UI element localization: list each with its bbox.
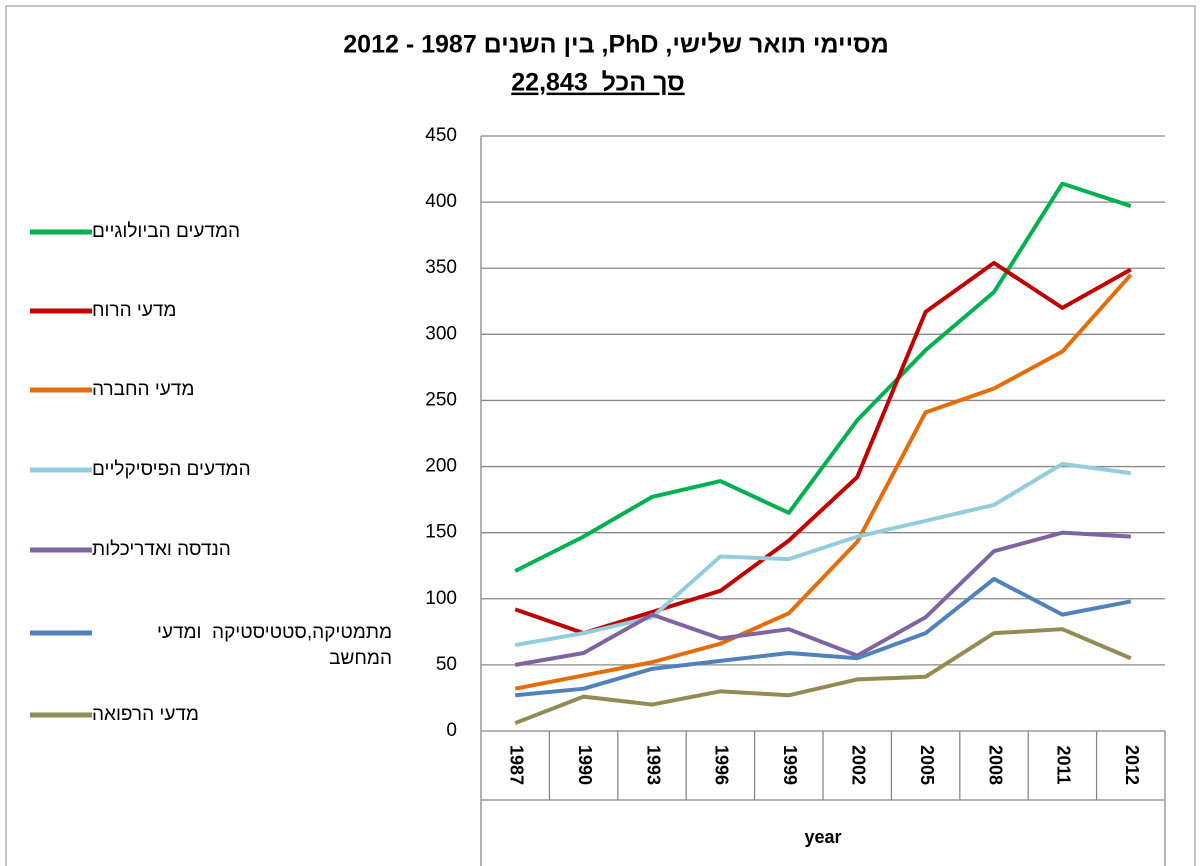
- x-tick-label: 1996: [712, 745, 732, 785]
- legend-label: הנדסה ואדריכלות: [92, 539, 231, 560]
- chart-border: [5, 5, 1196, 866]
- x-tick-label: 2011: [1054, 745, 1074, 784]
- y-tick-label: 450: [425, 125, 457, 146]
- y-tick-label: 300: [425, 323, 457, 344]
- chart-title: מסיימי תואר שלישי, PhD, בין השנים 1987 -…: [343, 31, 888, 59]
- legend-label: מדעי הרוח: [92, 300, 177, 321]
- legend-label: מתמטיקה,סטטיסטיקה ומדעי המחשב: [151, 622, 392, 669]
- x-axis-label: year: [804, 827, 841, 847]
- x-tick-label: 1993: [643, 745, 663, 785]
- legend-label: מדעי החברה: [92, 379, 195, 400]
- series-line: [514, 260, 1132, 636]
- x-tick-label: 1987: [506, 745, 526, 785]
- series-line: [514, 273, 1133, 691]
- x-tick-label: 2012: [1122, 745, 1142, 785]
- y-tick-label: 250: [425, 389, 457, 410]
- y-tick-label: 150: [425, 522, 457, 543]
- x-tick-label: 2002: [848, 745, 868, 785]
- x-tick-label: 2008: [985, 745, 1005, 785]
- chart-subtitle: סך הכל 22,843: [511, 69, 684, 97]
- x-tick-label: 2005: [917, 745, 937, 785]
- x-tick-label: 1999: [780, 745, 800, 785]
- series-line: [514, 627, 1132, 725]
- x-tick-label: 1990: [575, 745, 595, 785]
- y-tick-label: 400: [425, 191, 457, 212]
- y-tick-label: 100: [425, 588, 457, 609]
- legend-label: המדעים הביולוגיים: [92, 221, 241, 242]
- series-line: [514, 461, 1132, 648]
- legend-label: מדעי הרפואה: [92, 704, 199, 725]
- series-line: [515, 576, 1132, 698]
- y-tick-label: 0: [446, 720, 457, 741]
- series-line: [514, 181, 1132, 573]
- y-tick-label: 350: [425, 257, 457, 278]
- series-line: [514, 530, 1131, 667]
- legend-label: המדעים הפיסיקליים: [92, 459, 251, 480]
- y-tick-label: 50: [436, 654, 457, 675]
- y-tick-label: 200: [425, 456, 457, 477]
